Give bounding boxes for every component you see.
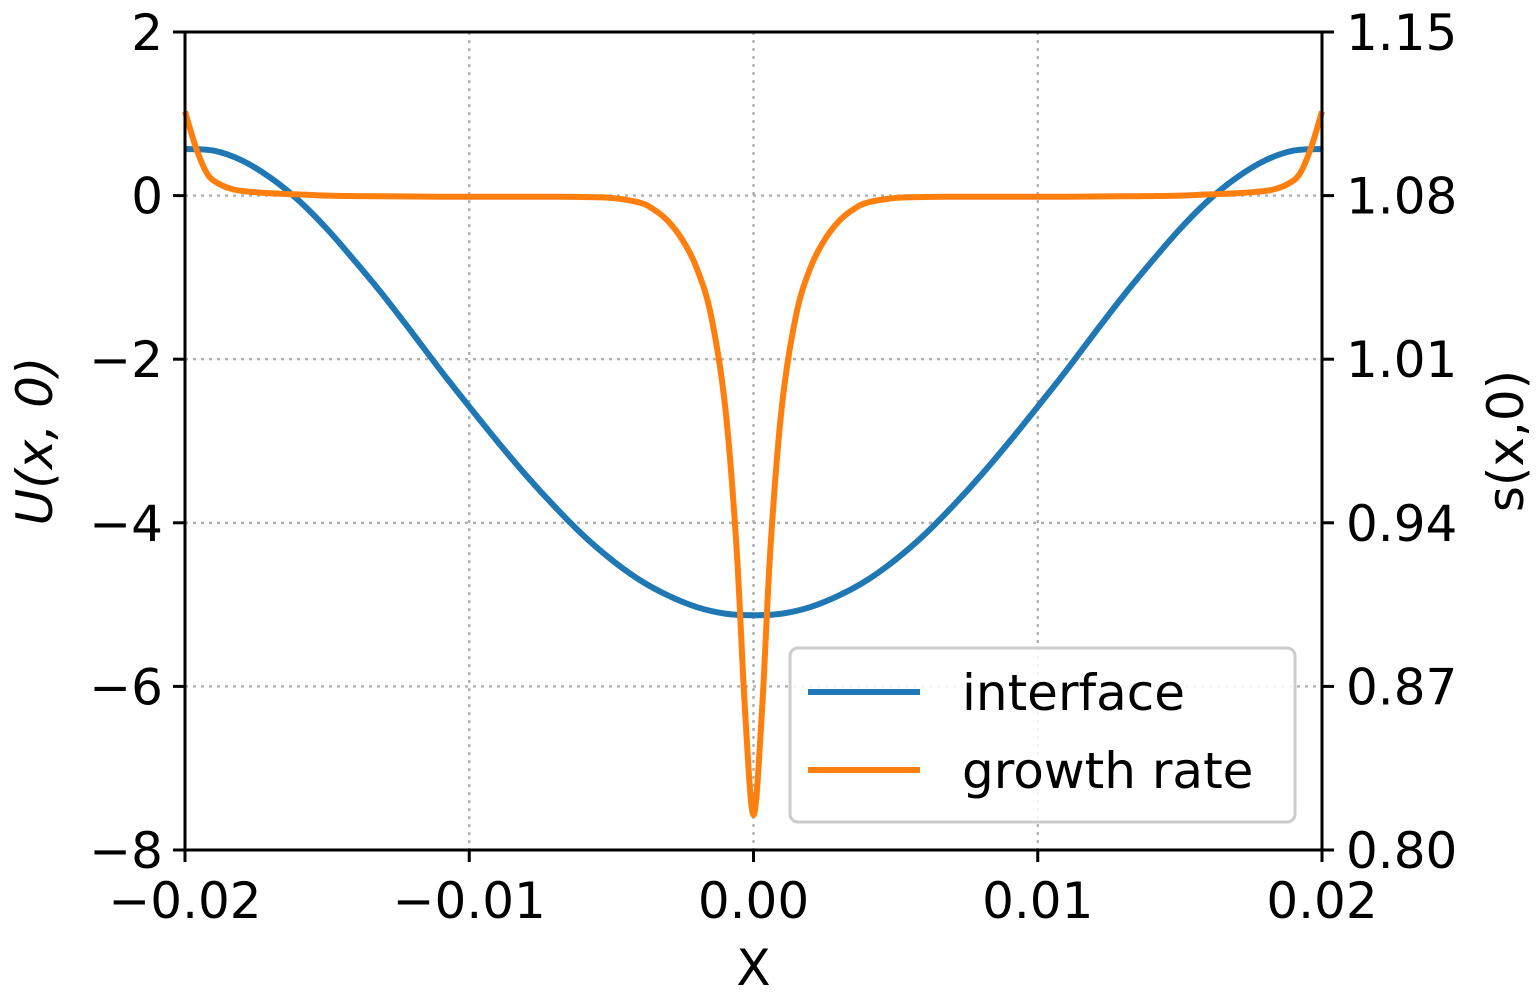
series-line-growth-rate [182, 110, 1325, 818]
y-right-tick-label: 1.08 [1346, 168, 1457, 226]
legend: interface growth rate [788, 646, 1297, 824]
y-right-tick-label: 0.80 [1346, 822, 1457, 880]
x-axis-title: X [736, 939, 770, 992]
legend-label-interface: interface [962, 664, 1185, 722]
series-layer [182, 110, 1325, 818]
label-layer: −0.02 −0.01 0.00 0.01 0.02 2 0 −2 −4 −6 −8 1.15 1.08… [89, 4, 1457, 930]
x-tick-label: 0.01 [982, 872, 1093, 930]
y-left-tick-label: 0 [131, 168, 163, 226]
y-left-tick-label: 2 [131, 4, 163, 62]
y-right-tick-label: 1.15 [1346, 4, 1457, 62]
grid-layer [185, 32, 1322, 850]
x-tick-label: −0.02 [108, 872, 261, 930]
y-left-tick-label: −4 [89, 495, 163, 553]
y-left-tick-label: −8 [89, 822, 163, 880]
x-tick-label: −0.01 [393, 872, 546, 930]
y-left-tick-label: −6 [89, 658, 163, 716]
y-left-axis-title: U(x, 0) [6, 357, 64, 526]
x-tick-label: 0.00 [698, 872, 809, 930]
series-line-interface [184, 145, 1323, 619]
y-right-axis-title: s(x,0) [1477, 370, 1535, 512]
y-left-tick-label: −2 [89, 331, 163, 389]
y-right-tick-label: 1.01 [1346, 331, 1457, 389]
tick-layer [173, 30, 1334, 862]
y-right-tick-label: 0.87 [1346, 658, 1457, 716]
legend-label-growth-rate: growth rate [962, 742, 1253, 800]
x-tick-label: 0.02 [1266, 872, 1377, 930]
y-right-tick-label: 0.94 [1346, 495, 1457, 553]
